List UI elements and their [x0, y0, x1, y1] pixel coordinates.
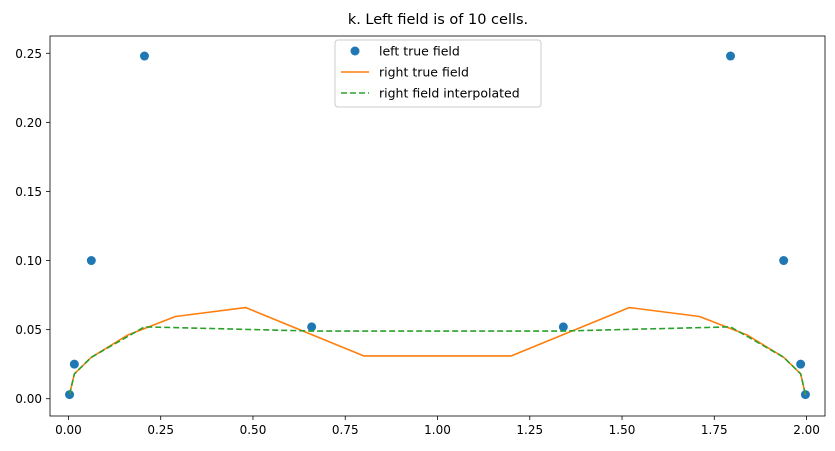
- x-tick-label: 0.00: [55, 423, 82, 437]
- x-tick-label: 1.75: [701, 423, 728, 437]
- y-tick-label: 0.25: [15, 47, 42, 61]
- x-tick-label: 2.00: [793, 423, 820, 437]
- y-tick-label: 0.10: [15, 254, 42, 268]
- legend-label-left-true-field: left true field: [379, 44, 460, 59]
- left-true-field-point: [69, 359, 79, 369]
- left-true-field-point: [65, 390, 75, 400]
- right-true-field-line: [68, 306, 807, 395]
- left-true-field-point: [800, 390, 810, 400]
- x-tick-label: 0.75: [332, 423, 359, 437]
- legend-label-right-field-interpolated: right field interpolated: [379, 86, 520, 101]
- left-true-field-point: [139, 51, 149, 61]
- y-tick-label: 0.05: [15, 323, 42, 337]
- x-tick-label: 1.25: [516, 423, 543, 437]
- x-axis: 0.00 0.25 0.50 0.75 1.00 1.25 1.50 1.75 2.00: [55, 416, 820, 437]
- right-field-interpolated-line: [68, 326, 807, 395]
- plot-area: [65, 51, 810, 400]
- x-tick-label: 0.25: [147, 423, 174, 437]
- y-tick-label: 0.00: [15, 392, 42, 406]
- left-true-field-series: [65, 51, 810, 400]
- axes-frame: [49, 35, 826, 417]
- left-true-field-point: [307, 322, 317, 332]
- left-true-field-point: [726, 51, 736, 61]
- y-tick-label: 0.20: [15, 116, 42, 130]
- legend-marker-left-true-field: [350, 46, 360, 56]
- legend: left true field right true field right fie…: [334, 39, 542, 108]
- left-true-field-point: [86, 256, 96, 266]
- left-true-field-point: [796, 359, 806, 369]
- y-axis: 0.00 0.05 0.10 0.15 0.20 0.25: [15, 47, 50, 406]
- chart-title: k. Left field is of 10 cells.: [348, 12, 528, 28]
- x-tick-label: 0.50: [240, 423, 267, 437]
- left-true-field-point: [779, 256, 789, 266]
- y-tick-label: 0.15: [15, 185, 42, 199]
- x-tick-label: 1.00: [424, 423, 451, 437]
- x-tick-label: 1.50: [609, 423, 636, 437]
- left-true-field-point: [558, 322, 568, 332]
- legend-label-right-true-field: right true field: [379, 65, 469, 80]
- legend-box: [334, 39, 542, 108]
